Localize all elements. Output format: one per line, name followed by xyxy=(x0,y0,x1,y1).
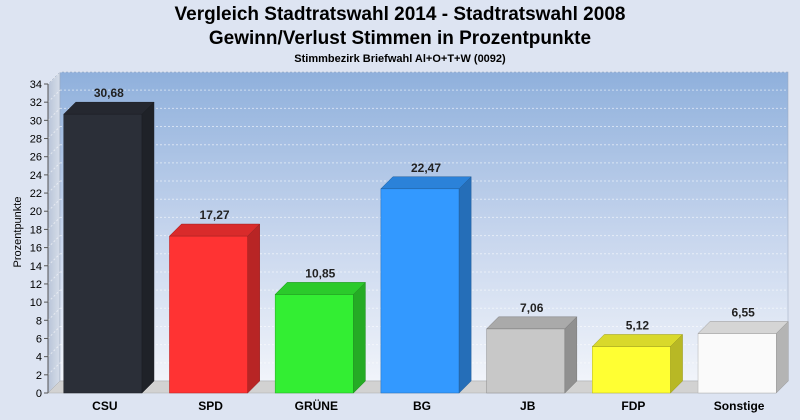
bar-side xyxy=(141,101,155,394)
data-label: 10,85 xyxy=(305,266,335,280)
bar-spd xyxy=(168,223,261,394)
data-label: 17,27 xyxy=(200,208,230,222)
gridline-side xyxy=(47,253,61,267)
bar-top xyxy=(591,334,684,347)
data-label: 6,55 xyxy=(731,305,755,319)
y-tick-label: 12 xyxy=(30,279,42,291)
gridline-side xyxy=(47,162,61,176)
bar-top xyxy=(697,321,789,334)
bar-top xyxy=(168,223,261,237)
y-tick-label: 14 xyxy=(30,261,42,273)
gridline-side xyxy=(47,344,61,358)
data-label: 7,06 xyxy=(520,301,544,315)
y-tick-label: 30 xyxy=(30,115,42,127)
y-tick-label: 32 xyxy=(30,97,42,109)
x-tick-label: GRÜNE xyxy=(295,398,338,413)
bar-grüne xyxy=(274,281,367,394)
gridline-side xyxy=(47,217,61,230)
y-tick-label: 6 xyxy=(36,333,42,345)
bar-front xyxy=(274,294,354,394)
bar-jb xyxy=(485,316,578,394)
y-tick-label: 10 xyxy=(30,297,42,309)
gridline-side xyxy=(47,89,61,103)
gridline-side xyxy=(47,198,61,212)
bar-front xyxy=(592,346,671,394)
data-label: 22,47 xyxy=(411,161,441,175)
x-tick-label: BG xyxy=(413,399,431,413)
gridline-side xyxy=(47,307,61,321)
y-tick-label: 24 xyxy=(30,170,42,182)
bar-side xyxy=(564,316,578,394)
bar-sonstige xyxy=(697,320,789,394)
y-tick-label: 28 xyxy=(30,134,42,146)
gridline-side xyxy=(47,326,61,339)
gridline-side xyxy=(47,362,61,376)
side-wall xyxy=(47,71,61,394)
bar-side xyxy=(458,176,472,394)
bar-side xyxy=(353,281,366,394)
y-tick-label: 26 xyxy=(30,152,42,164)
y-tick-label: 0 xyxy=(36,388,42,400)
gridline-side xyxy=(47,126,61,139)
bar-top xyxy=(485,316,578,330)
x-tick-label: SPD xyxy=(198,399,223,413)
y-tick-label: 18 xyxy=(30,224,42,236)
x-tick-label: CSU xyxy=(92,399,117,413)
chart-title-line2: Gewinn/Verlust Stimmen in Prozentpunkte xyxy=(208,28,592,49)
data-label: 30,68 xyxy=(94,86,124,100)
y-tick-label: 16 xyxy=(30,243,42,255)
y-tick-label: 4 xyxy=(36,352,42,364)
y-tick-label: 8 xyxy=(36,315,42,327)
bar-top xyxy=(63,101,155,115)
y-tick-label: 2 xyxy=(36,370,42,382)
y-tick-label: 22 xyxy=(30,188,42,200)
chart-subtitle: Stimmbezirk Briefwahl Al+O+T+W (0092) xyxy=(294,53,506,65)
gridline-side xyxy=(47,271,61,285)
data-label: 5,12 xyxy=(626,318,650,332)
bar-front xyxy=(486,328,566,394)
y-tick-label: 20 xyxy=(30,206,42,218)
x-tick-label: Sonstige xyxy=(714,399,765,413)
bar-front xyxy=(697,333,777,394)
bar-side xyxy=(776,320,789,394)
bar-side xyxy=(247,223,260,394)
y-tick-label: 34 xyxy=(30,79,42,91)
bar-front xyxy=(63,113,143,394)
bar-csu xyxy=(63,101,155,394)
bar-bg xyxy=(380,176,472,394)
bar-fdp xyxy=(591,333,684,394)
bar-front xyxy=(169,235,248,394)
x-tick-label: FDP xyxy=(621,399,645,413)
gridline-side xyxy=(47,180,61,194)
gridline-side xyxy=(47,71,61,85)
gridline-side xyxy=(47,289,61,303)
gridline-side xyxy=(47,235,61,248)
x-tick-label: JB xyxy=(520,399,536,413)
chart-title: Vergleich Stadtratswahl 2014 - Stadtrats… xyxy=(174,4,626,25)
bar-front xyxy=(380,188,460,394)
gridline-side xyxy=(47,107,61,121)
gridline-side xyxy=(47,144,61,158)
bar-top xyxy=(380,176,472,190)
bar-top xyxy=(274,282,367,295)
